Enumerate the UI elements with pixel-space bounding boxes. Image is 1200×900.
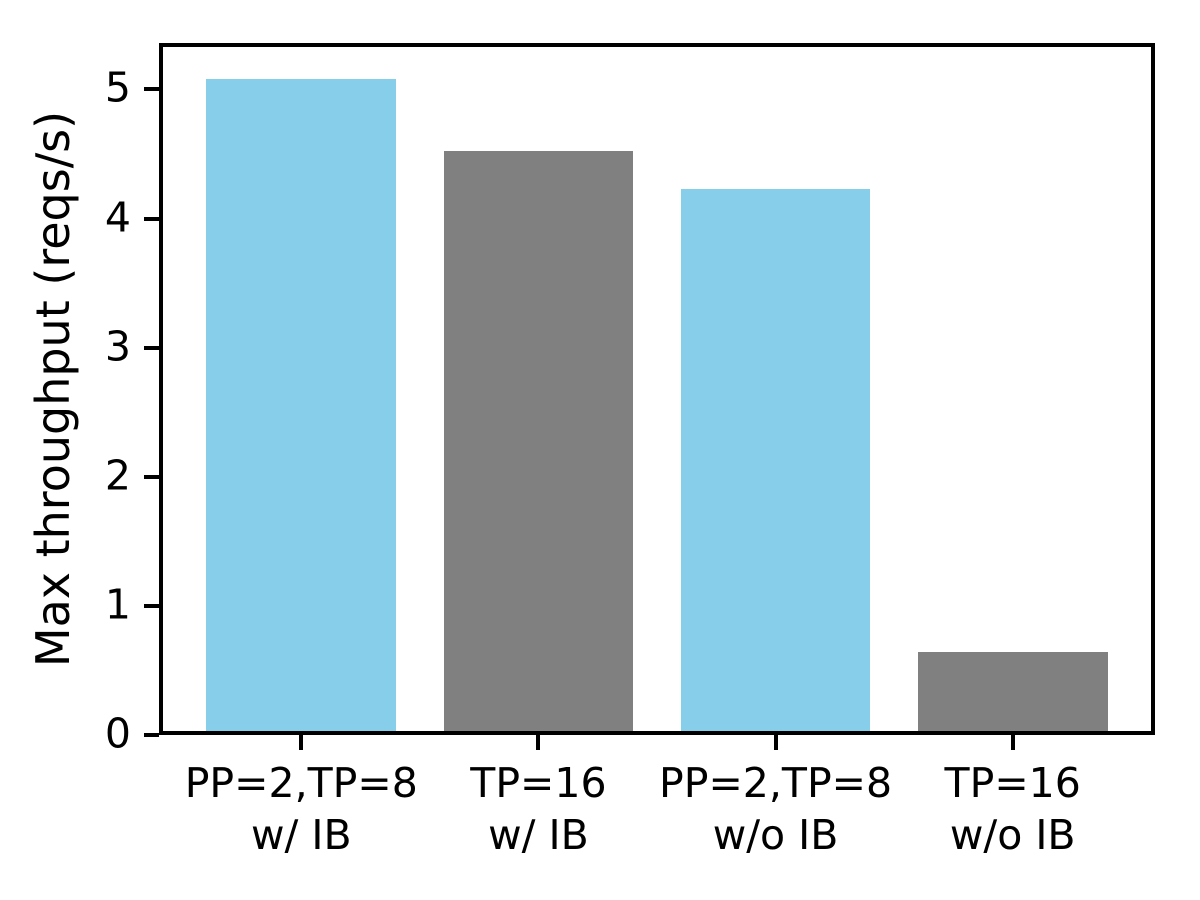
x-tick-label-tp-16-w-o-ib: TP=16 w/o IB: [945, 757, 1081, 861]
x-tick-label-line: w/o IB: [712, 811, 839, 859]
y-tick-label-0: 0: [104, 709, 131, 758]
x-tick-label-line: TP=16: [944, 759, 1081, 807]
x-tick-label-line: PP=2,TP=8: [658, 759, 893, 807]
y-tick-label-2: 2: [104, 451, 131, 500]
y-tick: [144, 733, 159, 737]
y-axis-label: Max throughput (reqs/s): [26, 110, 80, 668]
x-tick-label-pp-2-tp-8-w-ib: PP=2,TP=8 w/ IB: [185, 757, 418, 861]
y-tick-label-5: 5: [104, 64, 131, 113]
x-tick-label-line: w/ IB: [488, 811, 589, 859]
y-tick: [144, 603, 159, 608]
y-tick-label-4: 4: [104, 193, 131, 242]
bar-pp-2-tp-8-w-ib: [206, 79, 397, 735]
y-tick: [144, 345, 159, 350]
x-tick: [773, 735, 778, 750]
x-tick-label-tp-16-w-ib: TP=16 w/ IB: [470, 757, 606, 861]
y-tick: [144, 474, 159, 479]
y-tick-label-3: 3: [104, 322, 131, 371]
x-tick: [536, 735, 541, 750]
x-tick-label-line: TP=16: [470, 759, 607, 807]
x-tick: [1010, 735, 1015, 750]
y-tick-label-1: 1: [104, 580, 131, 629]
bar-tp-16-w-o-ib: [917, 652, 1108, 735]
bar-pp-2-tp-8-w-o-ib: [680, 188, 871, 735]
x-tick-label-line: PP=2,TP=8: [184, 759, 418, 807]
bar-tp-16-w-ib: [443, 151, 634, 735]
y-tick: [144, 216, 159, 221]
x-tick-label-pp-2-tp-8-w-o-ib: PP=2,TP=8 w/o IB: [659, 757, 892, 861]
plot-area: [144, 43, 1155, 750]
x-tick-label-line: w/ IB: [250, 811, 352, 859]
x-tick-label-line: w/o IB: [949, 811, 1076, 859]
x-tick: [299, 735, 304, 750]
y-tick: [144, 87, 159, 92]
